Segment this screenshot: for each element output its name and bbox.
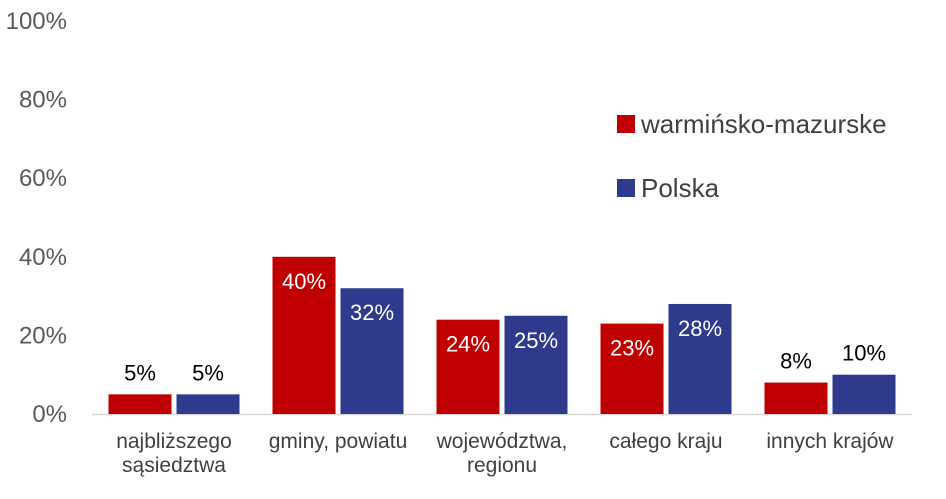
y-tick-label: 20% (19, 322, 67, 349)
y-tick-label: 40% (19, 244, 67, 271)
category-label: sąsiedztwa (122, 454, 226, 477)
category-label: regionu (467, 454, 537, 477)
y-tick-label: 100% (6, 8, 67, 35)
legend-swatch (617, 115, 635, 133)
bar-polska (504, 315, 568, 414)
category-label: najbliższego (116, 430, 232, 453)
data-label: 24% (446, 332, 490, 357)
bar-polska (832, 374, 896, 414)
data-label: 5% (124, 360, 156, 385)
bar-warminsko-mazurske (764, 382, 828, 414)
data-label: 25% (514, 328, 558, 353)
category-label: województwa, (436, 430, 568, 453)
bar-polska (176, 394, 240, 414)
y-tick-label: 80% (19, 87, 67, 114)
data-label: 5% (192, 360, 224, 385)
data-label: 28% (678, 316, 722, 341)
bar-warminsko-mazurske (436, 319, 500, 414)
bar-warminsko-mazurske (600, 323, 664, 414)
data-label: 10% (842, 341, 886, 366)
y-tick-label: 0% (32, 401, 67, 428)
category-label: całego kraju (609, 430, 722, 453)
bar-polska (340, 288, 404, 414)
data-label: 32% (350, 300, 394, 325)
category-label: gminy, powiatu (269, 430, 408, 453)
bar-polska (668, 303, 732, 414)
data-label: 40% (282, 269, 326, 294)
category-label: innych krajów (766, 430, 894, 453)
legend-swatch (617, 179, 635, 197)
bar-warminsko-mazurske (272, 256, 336, 414)
legend-label: Polska (641, 173, 720, 203)
data-label: 23% (610, 336, 654, 361)
legend-label: warmińsko-mazurske (640, 109, 887, 139)
y-tick-label: 60% (19, 165, 67, 192)
data-label: 8% (780, 349, 812, 374)
bar-warminsko-mazurske (108, 394, 172, 414)
